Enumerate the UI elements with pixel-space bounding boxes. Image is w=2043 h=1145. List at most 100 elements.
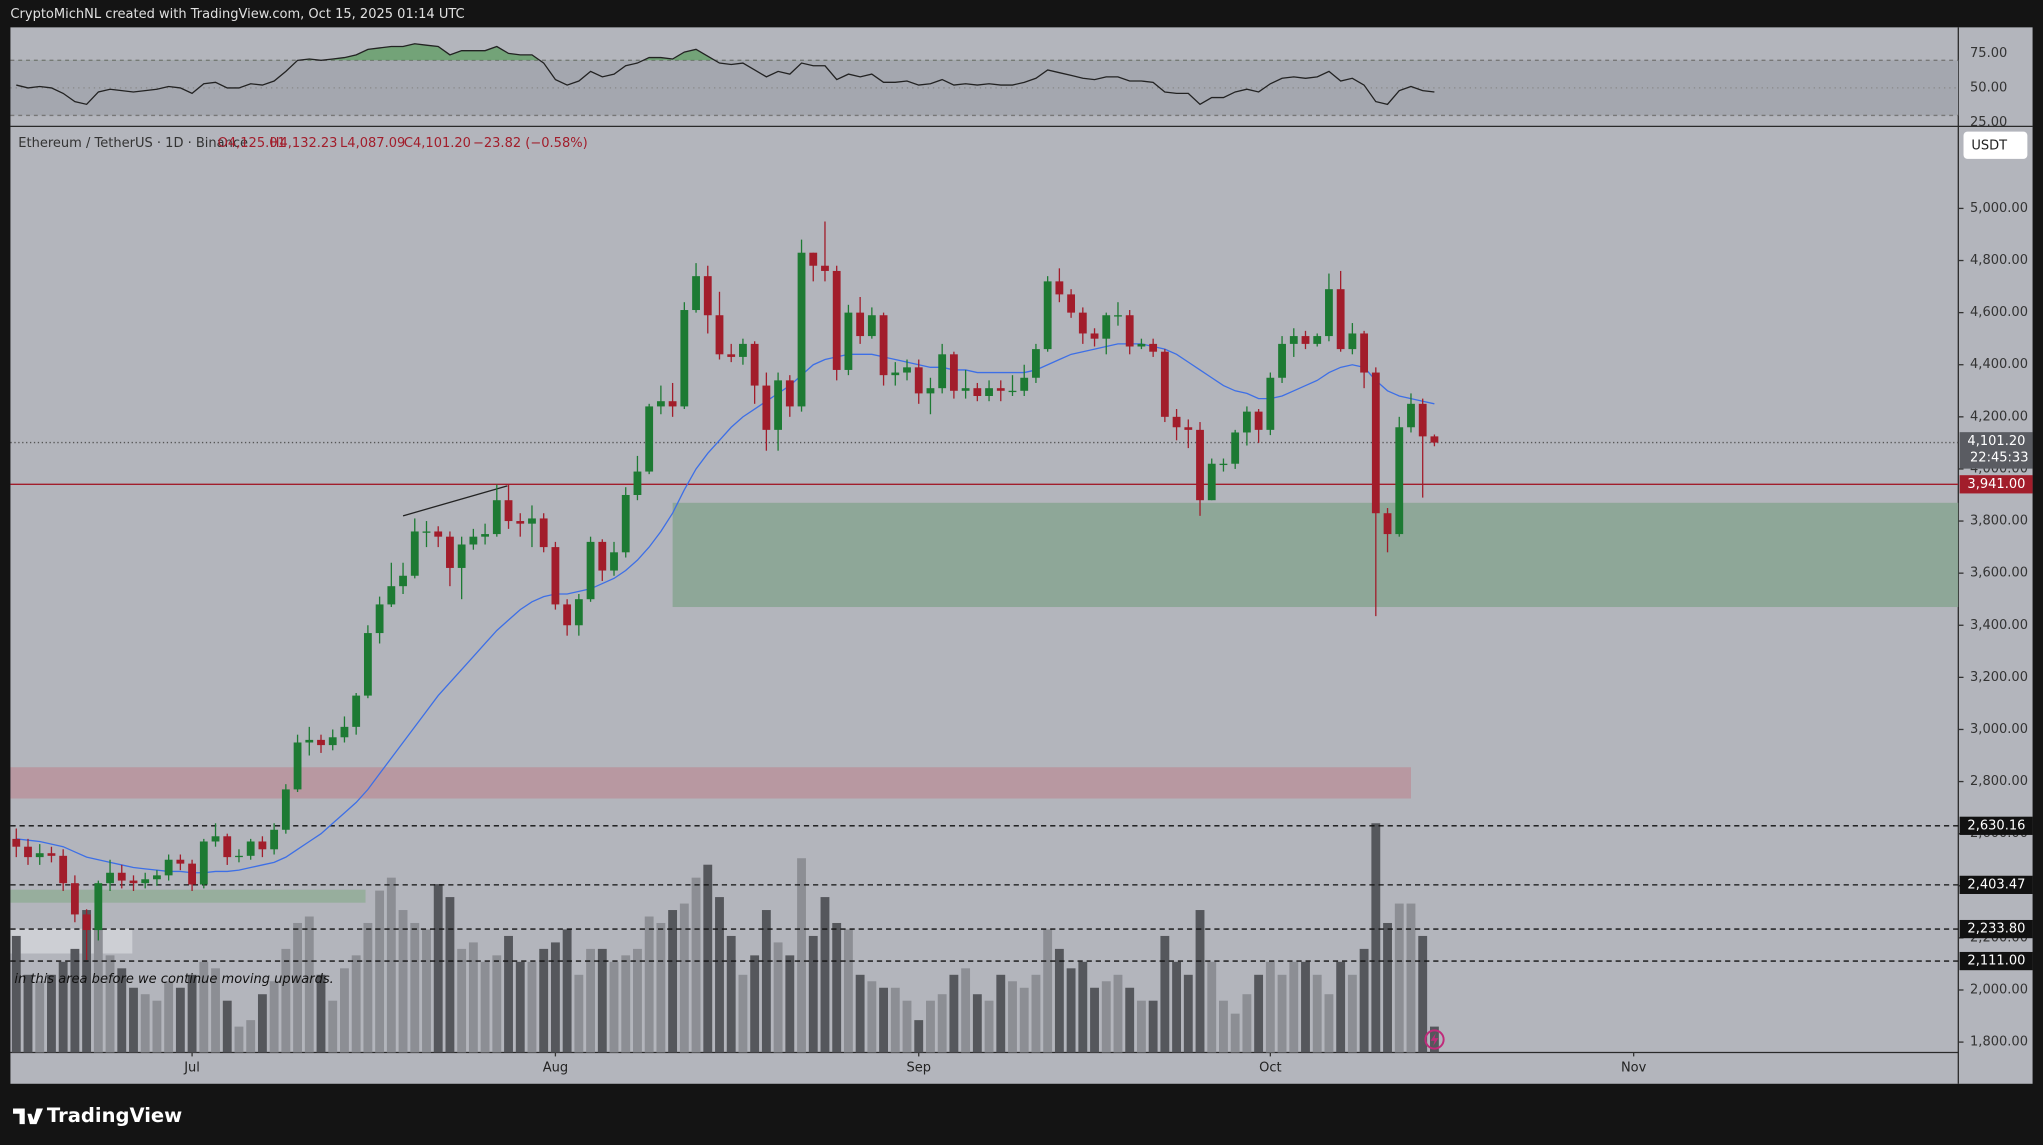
candle-body: [246, 841, 255, 856]
candle-body: [528, 518, 536, 524]
volume-bar: [234, 1026, 244, 1053]
volume-bar: [222, 1000, 232, 1053]
axes: 75.0050.0025.001,800.002,000.002,200.002…: [183, 46, 2033, 1076]
volume-bar: [703, 864, 713, 1053]
candle-body: [762, 385, 771, 430]
volume-bar: [832, 922, 842, 1053]
event-icon[interactable]: [1424, 1029, 1445, 1050]
volume-bar: [1347, 974, 1357, 1053]
volume-bar: [785, 955, 795, 1053]
rsi-tick-label: 50.00: [1970, 80, 2007, 95]
volume-bar: [58, 961, 68, 1053]
candle-body: [1184, 427, 1193, 430]
candle-body: [973, 388, 982, 396]
candle-body: [1172, 416, 1181, 428]
candle-body: [352, 695, 361, 727]
y-tick-label: 3,600.00: [1970, 566, 2028, 581]
volume-bar: [187, 974, 197, 1053]
price-label: 4,101.20: [1967, 434, 2025, 449]
candle-body: [410, 531, 419, 576]
volume-bar: [820, 897, 830, 1053]
candle-body: [516, 521, 525, 524]
volume-bar: [726, 935, 736, 1053]
y-tick-label: 5,000.00: [1970, 201, 2028, 216]
candle-body: [270, 829, 279, 850]
candle-body: [821, 265, 829, 271]
candle-body: [1137, 343, 1146, 347]
y-tick-label: 3,200.00: [1970, 670, 2028, 685]
volume-bar: [398, 910, 408, 1053]
candle-body: [70, 883, 79, 915]
candle-body: [469, 536, 478, 545]
candle-body: [750, 343, 759, 386]
candle-body: [1043, 281, 1052, 350]
candle-body: [1418, 403, 1427, 437]
level-label: 2,403.47: [1967, 877, 2025, 892]
volume-bar: [386, 877, 396, 1053]
volume-bar: [597, 948, 607, 1053]
trendline: [402, 485, 508, 517]
volume-bar: [679, 903, 689, 1053]
candle-body: [938, 354, 947, 389]
candle-body: [1055, 281, 1064, 295]
rsi-line: [16, 43, 1435, 106]
candle-body: [317, 739, 325, 746]
level-label: 2,233.80: [1967, 922, 2025, 937]
candle-body: [1371, 372, 1380, 514]
candle-body: [35, 853, 44, 858]
candle-body: [106, 872, 114, 884]
volume-bar: [855, 974, 865, 1053]
volume-bar: [257, 994, 267, 1053]
volume-bar: [269, 981, 279, 1053]
candle-body: [1395, 427, 1404, 535]
candle-body: [258, 841, 267, 850]
volume-bar: [445, 897, 455, 1053]
candle-body: [223, 836, 232, 858]
volume-bar: [1289, 961, 1299, 1053]
candle-body: [1149, 343, 1158, 352]
candle-body: [879, 315, 888, 376]
candle-body: [1254, 411, 1263, 430]
volume-bar: [902, 1000, 912, 1053]
y-tick-label: 2,000.00: [1970, 982, 2028, 997]
volume-bar: [129, 987, 138, 1053]
zone: [10, 767, 1411, 799]
candle-body: [1078, 312, 1087, 334]
volume-bar: [668, 910, 678, 1053]
level-label: 2,111.00: [1967, 954, 2025, 969]
candle-body: [1102, 315, 1111, 339]
candle-body: [1114, 315, 1122, 317]
currency: USDT: [1971, 138, 2007, 153]
volume-bar: [82, 910, 92, 1053]
price-pane: [10, 221, 1959, 1053]
volume-bar: [1101, 981, 1111, 1053]
volume-bar: [996, 974, 1006, 1053]
logo-text: TradingView: [47, 1104, 182, 1127]
volume-bar: [527, 961, 537, 1053]
candle-body: [844, 312, 853, 370]
rsi-band: [10, 60, 1959, 116]
y-tick-label: 1,800.00: [1970, 1035, 2028, 1050]
volume-bar: [152, 1000, 162, 1053]
header: CryptoMichNL created with TradingView.co…: [10, 7, 464, 22]
volume-bar: [867, 981, 877, 1053]
candle-body: [1348, 333, 1357, 350]
volume-bar: [35, 981, 45, 1053]
volume-bar: [808, 935, 818, 1053]
ohlc-label: H4,132.23: [270, 136, 338, 151]
volume-bar: [492, 955, 502, 1053]
volume-bar: [316, 974, 326, 1053]
candle-body: [94, 883, 103, 931]
volume-bar: [937, 994, 947, 1053]
level-label-box: [1959, 816, 2033, 835]
level-label-box: [1959, 475, 2033, 494]
candle-body: [1160, 351, 1169, 417]
ohlc-label: O4,125.01: [218, 136, 286, 151]
candle-body: [59, 855, 68, 884]
x-tick-label: Oct: [1259, 1061, 1282, 1076]
level-label: 2,630.16: [1967, 818, 2025, 833]
volume-bar: [1113, 974, 1123, 1053]
volume-bar: [797, 858, 806, 1053]
candle-body: [1325, 289, 1333, 337]
volume-bar: [1336, 961, 1346, 1053]
